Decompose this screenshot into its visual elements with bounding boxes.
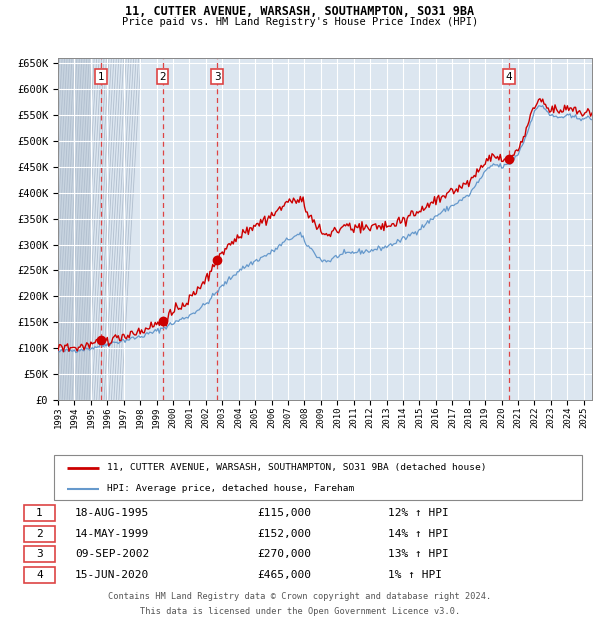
Text: 11, CUTTER AVENUE, WARSASH, SOUTHAMPTON, SO31 9BA: 11, CUTTER AVENUE, WARSASH, SOUTHAMPTON,… bbox=[125, 5, 475, 18]
Text: £270,000: £270,000 bbox=[257, 549, 311, 559]
Text: Contains HM Land Registry data © Crown copyright and database right 2024.: Contains HM Land Registry data © Crown c… bbox=[109, 592, 491, 601]
Text: £465,000: £465,000 bbox=[257, 570, 311, 580]
Text: 14% ↑ HPI: 14% ↑ HPI bbox=[389, 529, 449, 539]
Text: Price paid vs. HM Land Registry's House Price Index (HPI): Price paid vs. HM Land Registry's House … bbox=[122, 17, 478, 27]
Text: 11, CUTTER AVENUE, WARSASH, SOUTHAMPTON, SO31 9BA (detached house): 11, CUTTER AVENUE, WARSASH, SOUTHAMPTON,… bbox=[107, 463, 487, 472]
Text: 09-SEP-2002: 09-SEP-2002 bbox=[75, 549, 149, 559]
FancyBboxPatch shape bbox=[24, 526, 55, 542]
Text: 1% ↑ HPI: 1% ↑ HPI bbox=[389, 570, 443, 580]
Text: HPI: Average price, detached house, Fareham: HPI: Average price, detached house, Fare… bbox=[107, 484, 354, 494]
Text: 14-MAY-1999: 14-MAY-1999 bbox=[75, 529, 149, 539]
Text: 4: 4 bbox=[506, 72, 512, 82]
FancyBboxPatch shape bbox=[24, 505, 55, 521]
Text: This data is licensed under the Open Government Licence v3.0.: This data is licensed under the Open Gov… bbox=[140, 607, 460, 616]
Text: £115,000: £115,000 bbox=[257, 508, 311, 518]
FancyBboxPatch shape bbox=[24, 567, 55, 583]
FancyBboxPatch shape bbox=[24, 546, 55, 562]
Text: 13% ↑ HPI: 13% ↑ HPI bbox=[389, 549, 449, 559]
Text: £152,000: £152,000 bbox=[257, 529, 311, 539]
Text: 1: 1 bbox=[36, 508, 43, 518]
Text: 1: 1 bbox=[98, 72, 104, 82]
Text: 12% ↑ HPI: 12% ↑ HPI bbox=[389, 508, 449, 518]
Text: 18-AUG-1995: 18-AUG-1995 bbox=[75, 508, 149, 518]
Text: 3: 3 bbox=[214, 72, 221, 82]
FancyBboxPatch shape bbox=[54, 455, 582, 500]
Text: 2: 2 bbox=[36, 529, 43, 539]
Text: 2: 2 bbox=[159, 72, 166, 82]
Text: 15-JUN-2020: 15-JUN-2020 bbox=[75, 570, 149, 580]
Text: 4: 4 bbox=[36, 570, 43, 580]
Text: 3: 3 bbox=[36, 549, 43, 559]
